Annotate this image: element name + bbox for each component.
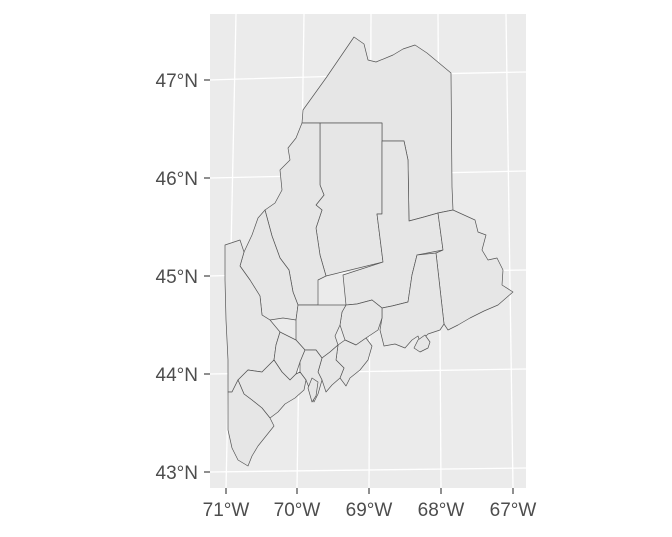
y-tick-label: 46°N: [156, 169, 198, 190]
county-york: [227, 379, 275, 467]
x-axis: 71°W 70°W 69°W 68°W 67°W: [203, 488, 537, 521]
y-tick-label: 47°N: [156, 71, 198, 92]
county-piscataquis: [315, 122, 384, 277]
county-hancock: [379, 252, 445, 349]
county-mdi-island: [413, 334, 431, 353]
county-washington: [435, 209, 514, 331]
y-tick-label: 43°N: [156, 463, 198, 484]
x-tick-label: 70°W: [274, 500, 321, 521]
x-tick-label: 67°W: [490, 500, 537, 521]
y-axis: 47°N 46°N 45°N 44°N 43°N: [156, 71, 210, 484]
graticule-line: [209, 467, 527, 473]
maine-counties: [224, 36, 514, 467]
y-tick-label: 45°N: [156, 267, 198, 288]
y-tick-label: 44°N: [156, 365, 198, 386]
x-tick-label: 68°W: [418, 500, 465, 521]
x-tick-label: 69°W: [346, 500, 393, 521]
x-tick-label: 71°W: [203, 500, 250, 521]
county-coastal-islands: [307, 377, 319, 403]
graticule-line: [505, 13, 514, 489]
